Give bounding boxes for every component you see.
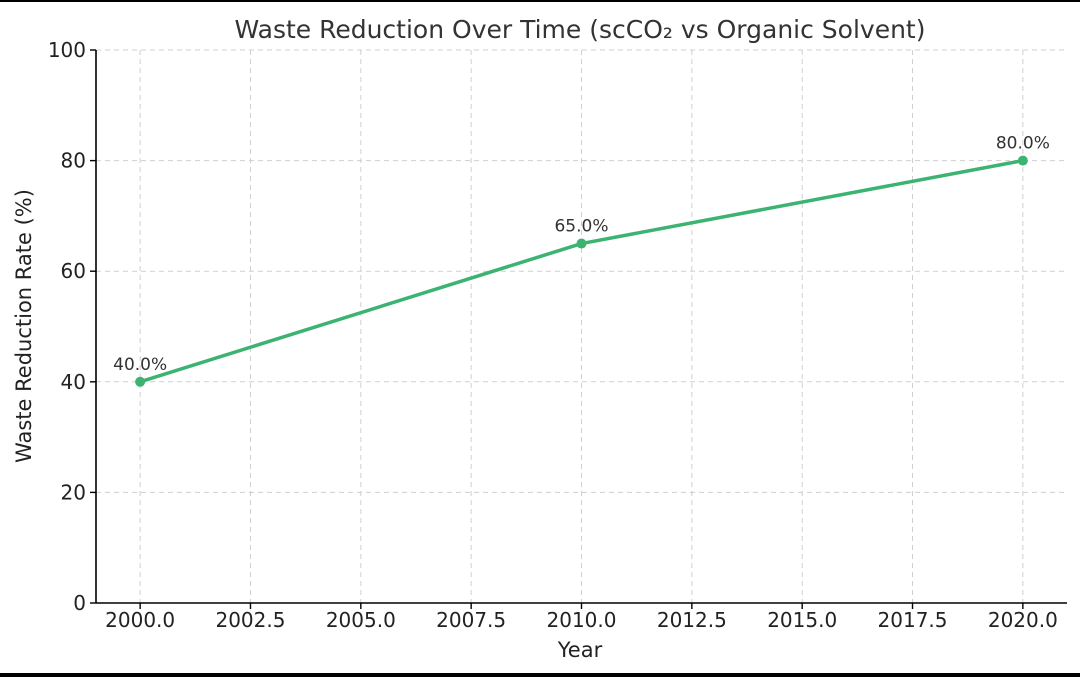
data-point	[576, 238, 587, 249]
y-tick-label: 20	[61, 480, 86, 504]
y-tick-label: 80	[61, 149, 86, 173]
x-tick-label: 2020.0	[988, 608, 1058, 632]
x-tick-label: 2010.0	[547, 608, 617, 632]
y-tick-label: 0	[73, 591, 86, 615]
y-axis-ticks: 0 20 40 60 80 100	[48, 38, 96, 615]
data-point	[1017, 155, 1028, 166]
series-layer: 40.0% 65.0% 80.0%	[113, 134, 1050, 387]
x-tick-label: 2005.0	[326, 608, 396, 632]
y-tick-label: 60	[61, 259, 86, 283]
x-tick-label: 2007.5	[436, 608, 506, 632]
data-point	[135, 376, 146, 387]
x-axis-label: Year	[557, 638, 603, 662]
x-tick-label: 2015.0	[767, 608, 837, 632]
chart-title: Waste Reduction Over Time (scCO₂ vs Orga…	[235, 15, 926, 44]
data-label: 40.0%	[113, 355, 167, 375]
data-label: 80.0%	[996, 134, 1050, 154]
x-tick-label: 2012.5	[657, 608, 727, 632]
y-tick-label: 40	[61, 370, 86, 394]
x-axis-ticks: 2000.0 2002.5 2005.0 2007.5 2010.0 2012.5 2015…	[105, 603, 1058, 632]
x-tick-label: 2002.5	[215, 608, 285, 632]
data-label: 65.0%	[554, 217, 608, 237]
x-tick-label: 2017.5	[878, 608, 948, 632]
y-tick-label: 100	[48, 38, 86, 62]
x-tick-label: 2000.0	[105, 608, 175, 632]
grid-lines	[96, 49, 1067, 604]
y-axis-label: Waste Reduction Rate (%)	[12, 189, 36, 463]
